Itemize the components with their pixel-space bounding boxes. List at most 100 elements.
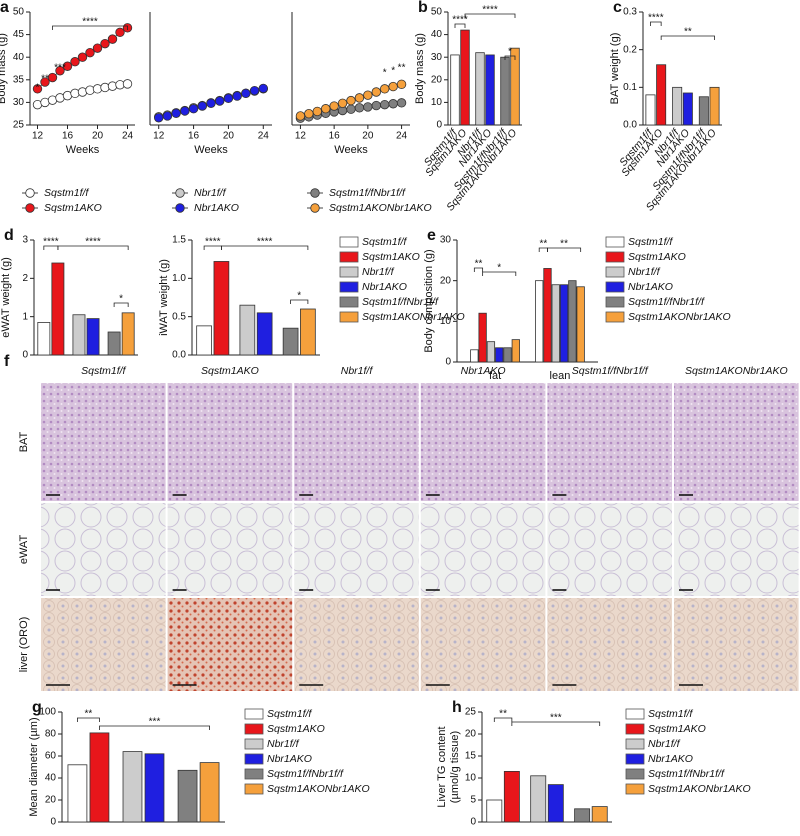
y-tick-label: 60 bbox=[45, 751, 57, 762]
data-point bbox=[363, 102, 373, 112]
data-point bbox=[223, 93, 234, 104]
legend-label: Nbr1f/f bbox=[267, 738, 300, 750]
legend-label: Sqstm1f/f bbox=[628, 236, 673, 248]
data-point bbox=[215, 96, 225, 106]
x-axis-label: Weeks bbox=[66, 144, 100, 156]
data-point bbox=[304, 108, 314, 119]
y-tick-label: 20 bbox=[431, 74, 443, 85]
bar bbox=[282, 327, 299, 356]
panel-label: d bbox=[4, 227, 14, 244]
bar bbox=[500, 56, 510, 126]
bar bbox=[656, 64, 667, 126]
y-axis-label: Body mass (g) bbox=[414, 33, 426, 104]
data-point bbox=[92, 43, 103, 53]
significance-label: ** bbox=[539, 239, 547, 250]
y-axis-label: BAT weight (g) bbox=[609, 33, 621, 105]
legend-label: Sqstm1f/fNbr1f/f bbox=[329, 187, 406, 199]
y-tick-label: 0 bbox=[50, 817, 56, 828]
significance-label: **** bbox=[257, 237, 273, 248]
legend-label: Nbr1AKO bbox=[362, 281, 407, 293]
legend-label: Sqstm1AKONbr1AKO bbox=[267, 783, 370, 795]
significance-label: ** bbox=[85, 709, 93, 720]
legend-swatch bbox=[625, 753, 645, 765]
y-tick-label: 10 bbox=[431, 97, 443, 108]
bar bbox=[86, 318, 100, 356]
significance-label: * bbox=[497, 263, 501, 274]
y-axis-label: Body composition (g) bbox=[423, 249, 435, 352]
bar bbox=[67, 764, 88, 823]
significance-bracket bbox=[504, 55, 516, 60]
y-tick-label: 0 bbox=[22, 350, 28, 361]
legend-swatch bbox=[625, 783, 645, 795]
legend-swatch bbox=[339, 311, 359, 323]
bar bbox=[470, 349, 479, 363]
y-tick-label: 5 bbox=[470, 795, 476, 806]
y-tick-label: 40 bbox=[45, 773, 57, 784]
data-point bbox=[337, 98, 348, 109]
data-point bbox=[354, 93, 365, 103]
column-header: Sqstm1AKO bbox=[201, 365, 259, 377]
y-tick-label: 20 bbox=[45, 795, 57, 806]
data-point bbox=[396, 98, 407, 108]
significance-label: **** bbox=[43, 237, 59, 248]
histology-image bbox=[293, 502, 420, 597]
row-label: BAT bbox=[18, 431, 30, 452]
bar bbox=[547, 784, 564, 823]
y-tick-label: 1.5 bbox=[172, 235, 186, 246]
data-point bbox=[388, 81, 398, 92]
legend-label: Nbr1f/f bbox=[194, 187, 227, 199]
significance-label: ** bbox=[475, 259, 483, 270]
y-tick-label: 0.0 bbox=[172, 350, 186, 361]
x-tick-label: 20 bbox=[92, 131, 104, 142]
significance-label: *** bbox=[54, 63, 66, 74]
legend-swatch bbox=[244, 768, 264, 780]
histology-image bbox=[546, 597, 674, 692]
legend-swatch bbox=[605, 236, 625, 248]
panel-label: f bbox=[4, 353, 10, 370]
y-tick-label: 1.0 bbox=[172, 273, 186, 284]
column-header: Sqstm1AKONbr1AKO bbox=[685, 365, 788, 377]
x-tick-label: 16 bbox=[62, 131, 74, 142]
significance-label: **** bbox=[205, 237, 221, 248]
bar bbox=[121, 312, 135, 356]
bar bbox=[568, 280, 577, 363]
data-point bbox=[107, 34, 118, 44]
data-point bbox=[312, 106, 322, 117]
data-point bbox=[321, 104, 331, 114]
bar bbox=[51, 262, 65, 356]
bar bbox=[485, 54, 495, 126]
legend-label: Nbr1f/f bbox=[628, 266, 661, 278]
y-tick-label: 40 bbox=[431, 29, 443, 40]
histology-image bbox=[419, 597, 547, 692]
data-point bbox=[197, 101, 207, 111]
significance-label: * bbox=[383, 68, 387, 79]
data-point bbox=[346, 95, 356, 106]
x-tick-label: 24 bbox=[122, 131, 134, 142]
legend-swatch bbox=[605, 296, 625, 308]
bar bbox=[559, 284, 569, 363]
bar bbox=[300, 308, 316, 356]
legend-marker bbox=[175, 188, 185, 198]
bar bbox=[503, 771, 520, 823]
significance-label: *** bbox=[550, 713, 562, 724]
bar bbox=[256, 312, 273, 356]
bar bbox=[486, 799, 503, 823]
x-tick-label: 20 bbox=[362, 131, 374, 142]
significance-label: **** bbox=[482, 5, 498, 16]
bar bbox=[551, 284, 560, 363]
histology-image bbox=[166, 502, 294, 597]
y-tick-label: 2 bbox=[22, 273, 28, 284]
legend-swatch bbox=[339, 281, 359, 293]
legend-label: Sqstm1AKONbr1AKO bbox=[329, 202, 432, 214]
legend-label: Sqstm1f/fNbr1f/f bbox=[267, 768, 344, 780]
data-point bbox=[295, 111, 306, 121]
significance-label: **** bbox=[85, 237, 101, 248]
histology-image bbox=[546, 502, 674, 597]
y-tick-label: 10 bbox=[465, 773, 477, 784]
data-point bbox=[346, 104, 356, 114]
legend-label: Sqstm1AKO bbox=[648, 723, 706, 735]
data-point bbox=[115, 27, 125, 38]
bar bbox=[199, 762, 220, 823]
y-tick-label: 45 bbox=[13, 29, 25, 40]
legend-marker bbox=[175, 203, 185, 213]
